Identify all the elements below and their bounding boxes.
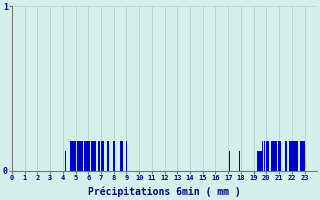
- Bar: [259, 151, 260, 171]
- Bar: [286, 141, 287, 171]
- Bar: [280, 141, 281, 171]
- Bar: [77, 141, 78, 171]
- Bar: [85, 141, 86, 171]
- Bar: [74, 141, 75, 171]
- Bar: [292, 141, 293, 171]
- Bar: [121, 141, 122, 171]
- Bar: [98, 141, 99, 171]
- Bar: [83, 141, 84, 171]
- Bar: [291, 141, 292, 171]
- Bar: [298, 80, 299, 171]
- Bar: [271, 141, 272, 171]
- Bar: [88, 141, 89, 171]
- Bar: [72, 141, 73, 171]
- Bar: [99, 141, 100, 171]
- Bar: [82, 141, 83, 171]
- Bar: [293, 141, 294, 171]
- Bar: [120, 141, 121, 171]
- Bar: [94, 141, 95, 171]
- Bar: [93, 141, 94, 171]
- Bar: [277, 141, 278, 171]
- Bar: [87, 141, 88, 171]
- Bar: [275, 141, 276, 171]
- Bar: [294, 141, 295, 171]
- Bar: [279, 141, 280, 171]
- Bar: [295, 141, 296, 171]
- Bar: [270, 141, 271, 171]
- Bar: [289, 141, 290, 171]
- Bar: [126, 141, 127, 171]
- Bar: [304, 141, 305, 171]
- Bar: [73, 141, 74, 171]
- Bar: [75, 141, 76, 171]
- Bar: [122, 141, 123, 171]
- Bar: [65, 151, 66, 171]
- Bar: [71, 141, 72, 171]
- Bar: [80, 141, 81, 171]
- Bar: [274, 141, 275, 171]
- Bar: [90, 141, 91, 171]
- Bar: [272, 141, 273, 171]
- Bar: [262, 141, 263, 171]
- Bar: [81, 141, 82, 171]
- Bar: [97, 141, 98, 171]
- Bar: [78, 141, 79, 171]
- Bar: [300, 141, 301, 171]
- Bar: [70, 141, 71, 171]
- Bar: [103, 141, 104, 171]
- Bar: [263, 141, 264, 171]
- X-axis label: Précipitations 6min ( mm ): Précipitations 6min ( mm ): [88, 187, 241, 197]
- Bar: [296, 141, 297, 171]
- Bar: [229, 151, 230, 171]
- Bar: [285, 141, 286, 171]
- Bar: [89, 141, 90, 171]
- Bar: [114, 141, 115, 171]
- Bar: [79, 141, 80, 171]
- Bar: [107, 141, 108, 171]
- Bar: [266, 141, 267, 171]
- Bar: [76, 141, 77, 171]
- Bar: [268, 141, 269, 171]
- Bar: [260, 151, 261, 171]
- Bar: [264, 141, 265, 171]
- Bar: [297, 141, 298, 171]
- Bar: [267, 141, 268, 171]
- Bar: [108, 141, 109, 171]
- Bar: [278, 141, 279, 171]
- Bar: [86, 141, 87, 171]
- Bar: [91, 141, 92, 171]
- Bar: [276, 141, 277, 171]
- Bar: [92, 141, 93, 171]
- Bar: [101, 141, 102, 171]
- Bar: [239, 151, 240, 171]
- Bar: [257, 151, 258, 171]
- Bar: [301, 141, 302, 171]
- Bar: [302, 141, 303, 171]
- Bar: [273, 141, 274, 171]
- Bar: [290, 141, 291, 171]
- Bar: [95, 141, 96, 171]
- Bar: [84, 141, 85, 171]
- Bar: [113, 141, 114, 171]
